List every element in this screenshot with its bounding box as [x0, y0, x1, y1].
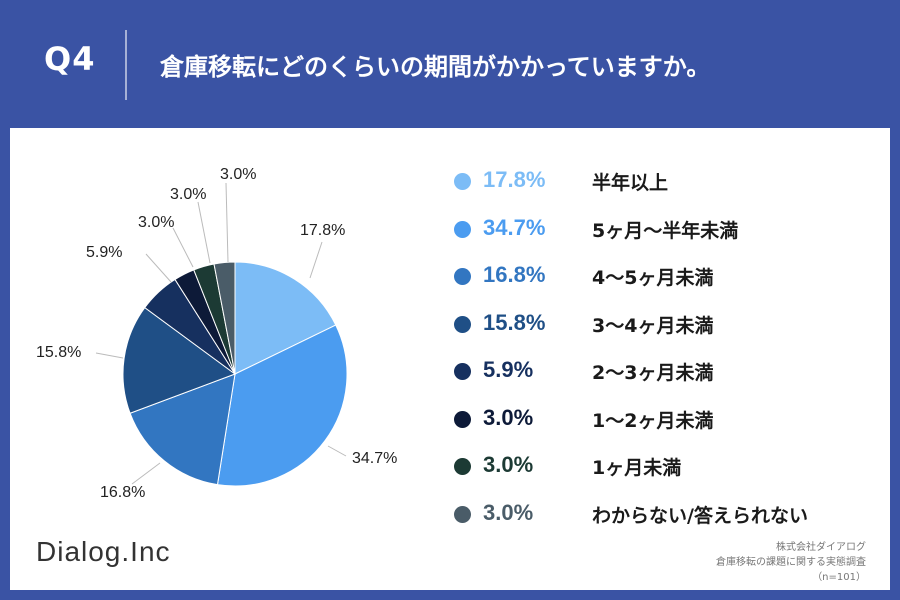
- legend-category: 5ヶ月〜半年未満: [592, 219, 739, 242]
- header-divider: [125, 30, 127, 100]
- slice-data-label: 16.8%: [100, 484, 146, 501]
- legend-category: 半年以上: [592, 172, 669, 194]
- legend-percent: 3.0%: [483, 404, 534, 430]
- question-number: Q4: [44, 40, 96, 78]
- legend-item: 3.0% 1〜2ヶ月未満: [446, 404, 886, 434]
- pie-slice: [216, 324, 348, 487]
- slice-data-label: 5.9%: [86, 244, 123, 261]
- leader-line: [309, 241, 323, 279]
- legend-category: わからない/答えられない: [592, 504, 808, 527]
- pie-slice: [234, 261, 337, 375]
- legend-swatch: [454, 505, 471, 523]
- legend-swatch: [454, 410, 471, 428]
- legend-percent: 3.0%: [483, 452, 534, 477]
- legend-swatch: [454, 268, 471, 285]
- leader-line: [131, 462, 161, 485]
- leader-line: [197, 201, 211, 264]
- legend-item: 5.9% 2〜3ヶ月未満: [446, 356, 886, 386]
- legend-item: 3.0% 1ヶ月未満: [446, 451, 886, 481]
- legend-swatch: [454, 458, 471, 475]
- legend-swatch: [454, 173, 471, 190]
- pie-slice: [122, 306, 237, 414]
- company-logo: Dialog.Inc: [36, 536, 171, 567]
- legend-percent: 17.8%: [483, 167, 546, 192]
- legend-swatch: [454, 363, 471, 380]
- legend-item: 17.8% 半年以上: [446, 166, 886, 196]
- legend-swatch: [454, 220, 471, 238]
- question-title: 倉庫移転にどのくらいの期間がかかっていますか。: [160, 53, 711, 81]
- source-company: 株式会社ダイアログ: [776, 542, 866, 553]
- leader-line: [225, 182, 229, 263]
- slice-data-label: 34.7%: [352, 450, 398, 467]
- slice-data-label: 17.8%: [300, 222, 346, 239]
- pie-chart: [95, 182, 348, 487]
- legend-category: 1ヶ月未満: [592, 457, 682, 479]
- legend-percent: 3.0%: [483, 499, 534, 525]
- slice-data-label: 15.8%: [36, 344, 82, 361]
- leader-line: [145, 253, 172, 283]
- slice-data-label: 3.0%: [220, 166, 257, 183]
- slice-data-label: 3.0%: [170, 186, 207, 203]
- source-note: 株式会社ダイアログ 倉庫移転の課題に関する実態調査 （n=101）: [716, 540, 866, 585]
- slice-data-label: 3.0%: [138, 214, 175, 231]
- source-sample-size: （n=101）: [812, 572, 866, 583]
- legend-swatch: [454, 315, 471, 333]
- leader-line: [327, 445, 347, 457]
- legend-percent: 16.8%: [483, 262, 546, 287]
- chart-panel: 17.8% 34.7% 16.8% 15.8% 5.9% 3.0% 3.0% 3.0% 17.…: [10, 128, 890, 590]
- leader-line: [172, 227, 194, 268]
- legend-item: 16.8% 4〜5ヶ月未満: [446, 261, 886, 291]
- legend-item: 3.0% わからない/答えられない: [446, 499, 886, 529]
- legend-category: 3〜4ヶ月未満: [592, 314, 714, 337]
- legend-item: 34.7% 5ヶ月〜半年未満: [446, 214, 886, 244]
- leader-line: [95, 352, 124, 359]
- header-bar: Q4 倉庫移転にどのくらいの期間がかかっていますか。: [0, 0, 900, 128]
- pie-slice: [129, 373, 236, 486]
- pie-slice: [213, 261, 236, 375]
- legend-percent: 15.8%: [483, 309, 546, 335]
- legend-category: 4〜5ヶ月未満: [592, 267, 714, 289]
- legend-category: 2〜3ヶ月未満: [592, 362, 714, 384]
- legend-percent: 34.7%: [483, 214, 546, 240]
- legend-item: 15.8% 3〜4ヶ月未満: [446, 309, 886, 339]
- source-survey: 倉庫移転の課題に関する実態調査: [716, 557, 866, 568]
- legend-category: 1〜2ヶ月未満: [592, 409, 714, 432]
- legend-percent: 5.9%: [483, 357, 534, 382]
